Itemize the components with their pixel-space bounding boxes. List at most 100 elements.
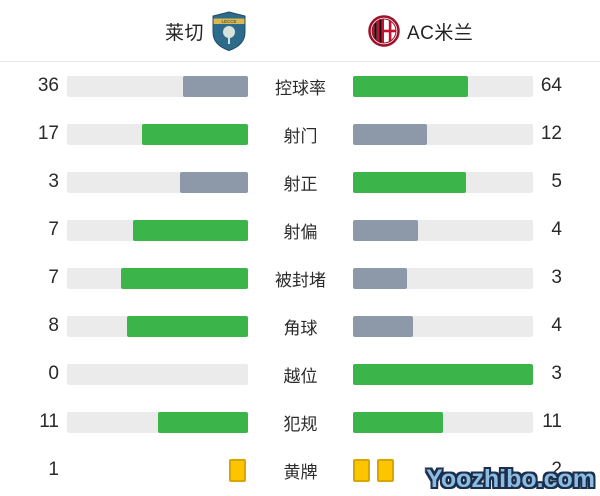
away-team: AC米兰 — [368, 9, 473, 53]
milan-badge-icon — [368, 15, 400, 47]
stat-label: 射门 — [283, 126, 318, 146]
away-yellow-cards — [353, 75, 533, 98]
stat-label: 犯规 — [283, 414, 318, 434]
away-bar-track — [353, 411, 533, 434]
away-value: 12 — [540, 123, 562, 144]
stat-label: 射正 — [283, 174, 318, 194]
away-yellow-cards — [353, 267, 533, 290]
away-bar-track — [353, 219, 533, 242]
home-value: 7 — [48, 267, 59, 288]
yellow-card-icon — [353, 458, 370, 482]
home-team: 莱切 LECCE — [165, 9, 247, 53]
away-value: 11 — [542, 411, 562, 432]
away-yellow-cards — [353, 123, 533, 146]
away-bar-fill — [353, 219, 419, 241]
away-value: 5 — [551, 171, 562, 192]
stat-label: 控球率 — [275, 78, 326, 98]
home-bar-track — [67, 315, 248, 338]
home-yellow-cards — [67, 219, 248, 242]
home-yellow-cards — [67, 315, 248, 338]
stat-row: 7 射偏 4 — [0, 206, 600, 254]
stat-row: 11 犯规 11 — [0, 398, 600, 446]
stat-label: 黄牌 — [283, 462, 318, 482]
away-bar-track — [353, 458, 533, 482]
stat-row: 3 射正 5 — [0, 158, 600, 206]
stat-row: 1 黄牌 2 — [0, 446, 600, 494]
home-bar-fill — [157, 411, 248, 433]
stat-row: 8 角球 4 — [0, 302, 600, 350]
lecce-badge-icon: LECCE — [212, 11, 246, 51]
stat-label: 被封堵 — [275, 270, 326, 290]
away-bar-track — [353, 171, 533, 194]
home-yellow-cards — [67, 75, 248, 98]
home-bar-fill — [141, 123, 248, 145]
home-yellow-cards — [67, 458, 248, 482]
home-value: 17 — [37, 123, 59, 144]
home-bar-track — [67, 75, 248, 98]
home-yellow-cards — [67, 267, 248, 290]
away-value: 3 — [551, 363, 562, 384]
away-bar-track — [353, 315, 533, 338]
home-value: 36 — [37, 75, 59, 96]
away-yellow-cards — [353, 363, 533, 386]
stat-label: 射偏 — [283, 222, 318, 242]
home-yellow-cards — [67, 123, 248, 146]
home-value: 3 — [48, 171, 59, 192]
away-yellow-cards — [353, 458, 533, 482]
yellow-card-icon — [377, 458, 394, 482]
away-bar-fill — [353, 315, 413, 337]
home-value: 8 — [48, 315, 59, 336]
home-yellow-cards — [67, 171, 248, 194]
away-value: 4 — [551, 315, 562, 336]
away-team-name: AC米兰 — [407, 22, 474, 44]
home-bar-track — [67, 363, 248, 386]
stat-row: 7 被封堵 3 — [0, 254, 600, 302]
stat-row: 0 越位 3 — [0, 350, 600, 398]
home-value: 11 — [39, 411, 59, 432]
away-bar-track — [353, 75, 533, 98]
away-bar-track — [353, 363, 533, 386]
away-bar-fill — [353, 363, 533, 385]
away-bar-fill — [353, 75, 469, 97]
away-bar-track — [353, 267, 533, 290]
away-value: 3 — [551, 267, 562, 288]
home-yellow-cards — [67, 363, 248, 386]
away-yellow-cards — [353, 411, 533, 434]
home-bar-fill — [127, 315, 248, 337]
away-bar-fill — [353, 171, 466, 193]
home-bar-track — [67, 219, 248, 242]
stat-row: 36 控球率 64 — [0, 62, 600, 110]
home-bar-fill — [121, 267, 248, 289]
home-bar-fill — [132, 219, 248, 241]
away-bar-fill — [353, 123, 428, 145]
watermark: Yoozhibo.com — [426, 465, 595, 493]
home-bar-fill — [180, 171, 248, 193]
away-yellow-cards — [353, 171, 533, 194]
stats-list: 36 控球率 64 17 射门 12 3 射正 — [0, 62, 600, 494]
away-value: 4 — [551, 219, 562, 240]
home-bar-track — [67, 171, 248, 194]
home-bar-track — [67, 267, 248, 290]
away-bar-fill — [353, 411, 443, 433]
stat-row: 17 射门 12 — [0, 110, 600, 158]
home-yellow-cards — [67, 411, 248, 434]
home-team-name: 莱切 — [165, 22, 205, 44]
home-bar-fill — [182, 75, 248, 97]
header: 莱切 LECCE — [0, 0, 600, 61]
home-value: 7 — [48, 219, 59, 240]
home-bar-track — [67, 411, 248, 434]
stat-label: 角球 — [283, 318, 318, 338]
home-bar-track — [67, 458, 248, 482]
home-bar-track — [67, 123, 248, 146]
away-bar-track — [353, 123, 533, 146]
svg-text:LECCE: LECCE — [222, 19, 237, 24]
away-yellow-cards — [353, 315, 533, 338]
away-value: 2 — [551, 459, 562, 480]
header-divider — [0, 61, 600, 62]
away-yellow-cards — [353, 219, 533, 242]
away-bar-fill — [353, 267, 407, 289]
away-value: 64 — [540, 75, 562, 96]
home-value: 1 — [48, 459, 59, 480]
yellow-card-icon — [229, 458, 246, 482]
